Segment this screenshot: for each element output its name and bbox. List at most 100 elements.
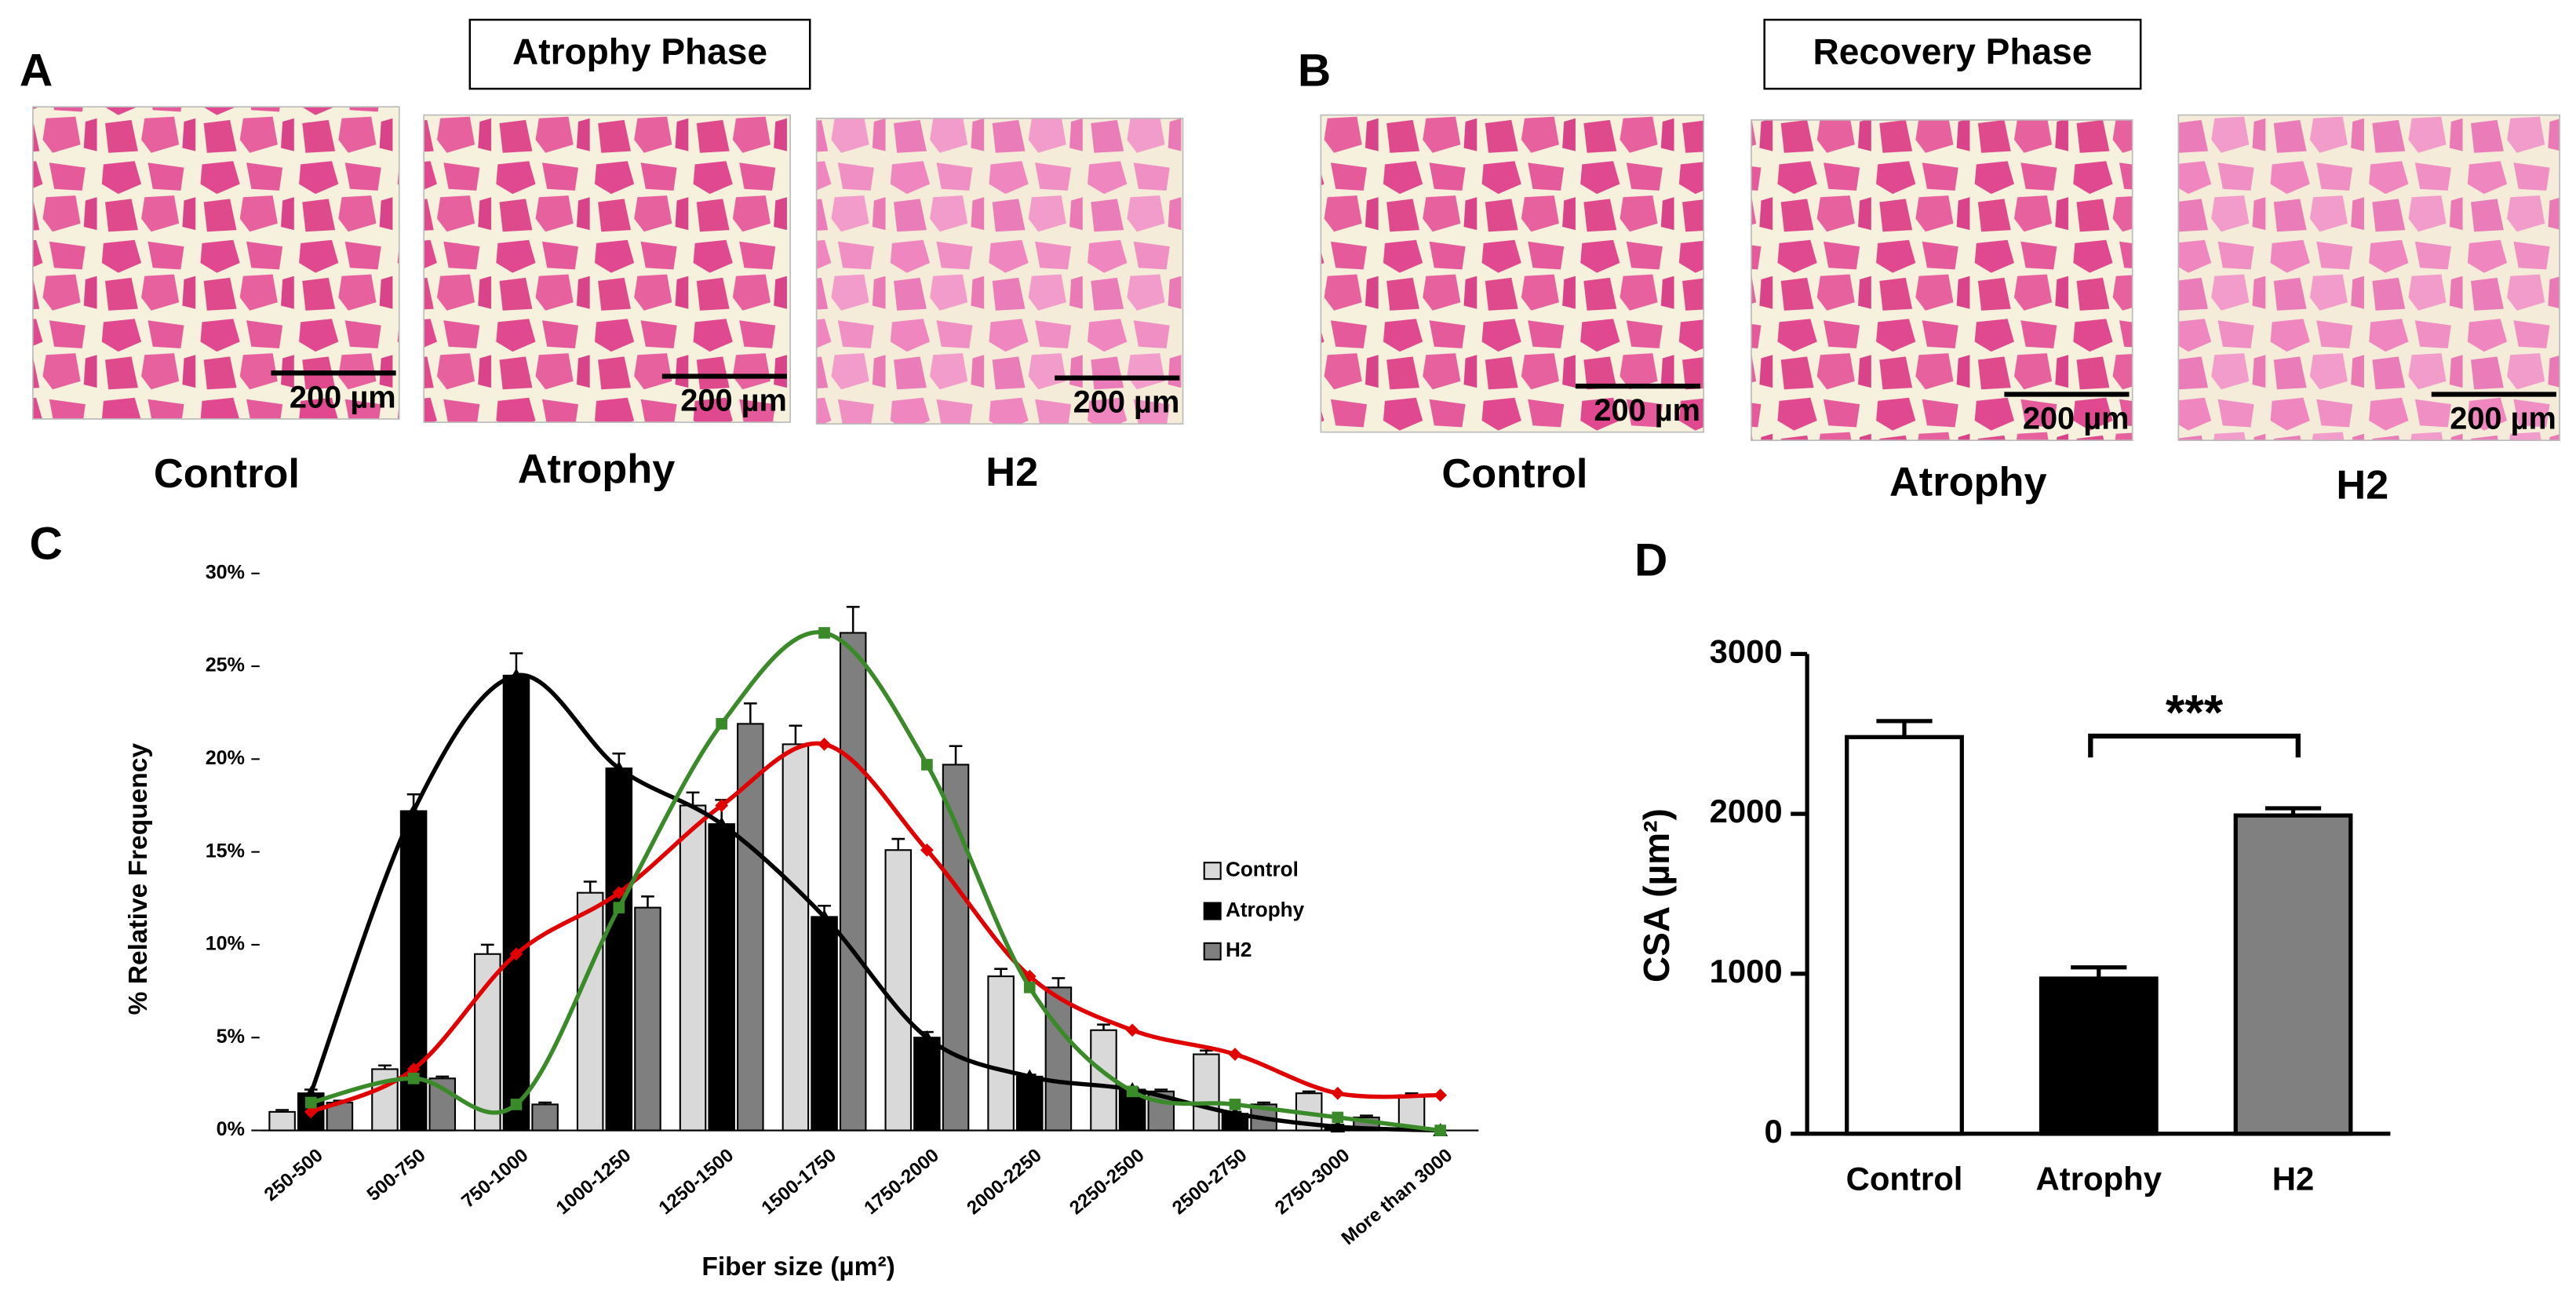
x-tick-label: More than 3000 xyxy=(1338,1145,1457,1249)
error-bar xyxy=(641,895,654,908)
significance-bracket xyxy=(2088,733,2301,758)
panel-letter: D xyxy=(1634,535,1667,586)
y-axis-label: CSA (µm²) xyxy=(1636,808,1677,982)
bar xyxy=(2233,813,2353,1136)
line-marker xyxy=(818,627,830,639)
line-marker xyxy=(920,843,934,857)
bar xyxy=(1193,1053,1220,1132)
bar xyxy=(884,849,913,1132)
line-marker xyxy=(818,738,831,751)
y-tick-label: 30% xyxy=(206,561,245,583)
line-marker xyxy=(304,1096,317,1109)
x-tick-label: 1250-1500 xyxy=(655,1145,738,1219)
error-bar xyxy=(378,1064,392,1070)
bar xyxy=(576,891,604,1132)
legend-label: H2 xyxy=(1226,938,1252,961)
error-bar xyxy=(2071,965,2127,979)
y-tick-label: 5% xyxy=(217,1026,245,1048)
x-tick-label: 2500-2750 xyxy=(1168,1145,1252,1219)
legend-swatch xyxy=(1203,902,1222,920)
line-marker xyxy=(714,816,730,830)
error-bar xyxy=(1257,1101,1270,1105)
bar xyxy=(679,804,707,1132)
bar xyxy=(1015,1075,1044,1132)
legend-label: Atrophy xyxy=(1226,898,1305,921)
line-marker xyxy=(1126,1085,1139,1098)
x-tick-label: 250-500 xyxy=(261,1145,327,1205)
micrograph xyxy=(2177,114,2560,441)
y-tick-label: 20% xyxy=(206,747,245,769)
phase-title-box xyxy=(1763,18,2142,90)
bar xyxy=(811,916,838,1132)
error-bar xyxy=(1199,1049,1213,1055)
y-tick-label: 0% xyxy=(217,1118,245,1140)
line-marker xyxy=(406,1063,421,1076)
error-bar xyxy=(686,791,700,806)
error-bar xyxy=(583,880,597,893)
panel-letter: B xyxy=(1298,46,1331,97)
x-tick-label: 750-1000 xyxy=(457,1145,532,1212)
image-label: H2 xyxy=(2336,463,2388,509)
bar xyxy=(502,674,530,1132)
phase-title: Recovery Phase xyxy=(1813,31,2093,71)
error-bar xyxy=(891,837,905,851)
error-bar xyxy=(743,702,757,724)
bar xyxy=(2039,976,2159,1136)
x-tick-label: 1000-1250 xyxy=(552,1145,636,1219)
line-marker xyxy=(1330,1119,1346,1133)
x-tick-label: 2750-3000 xyxy=(1271,1145,1354,1219)
x-tick-label: H2 xyxy=(2272,1160,2315,1197)
micrograph xyxy=(1320,114,1705,433)
line-marker xyxy=(1331,1086,1345,1100)
line-marker xyxy=(407,1072,420,1084)
bar xyxy=(708,823,735,1132)
line-marker xyxy=(613,902,625,913)
error-bar xyxy=(1876,719,1933,738)
line-marker xyxy=(1229,1099,1241,1110)
error-bar xyxy=(789,724,803,745)
phase-title: Atrophy Phase xyxy=(512,31,767,71)
x-axis-label: Fiber size (µm²) xyxy=(701,1252,894,1281)
line-marker xyxy=(817,909,832,923)
bar xyxy=(987,975,1015,1132)
line-marker xyxy=(1434,1088,1448,1102)
line-marker xyxy=(1023,982,1036,993)
micrograph xyxy=(815,117,1184,425)
error-bar xyxy=(435,1075,450,1079)
micrograph xyxy=(32,106,400,420)
micrograph xyxy=(423,114,791,423)
bar xyxy=(913,1037,941,1132)
line-marker xyxy=(1434,1125,1447,1136)
error-bar xyxy=(538,1101,552,1105)
y-tick-label: 25% xyxy=(206,654,245,676)
line-marker xyxy=(303,1085,319,1099)
error-bar xyxy=(1302,1090,1316,1094)
line-marker xyxy=(508,668,524,682)
line-marker xyxy=(1125,1023,1139,1037)
error-bar xyxy=(949,745,963,765)
bar xyxy=(1845,735,1964,1136)
y-tick-label: 0 xyxy=(1764,1113,1782,1150)
error-bar xyxy=(480,943,494,954)
y-tick-label: 15% xyxy=(206,840,245,862)
line-marker xyxy=(1228,1048,1242,1061)
y-tick-label: 10% xyxy=(206,933,245,955)
error-bar xyxy=(275,1109,289,1112)
line-marker xyxy=(919,1030,935,1044)
error-bar xyxy=(1360,1114,1373,1117)
line-marker xyxy=(612,886,626,900)
bar xyxy=(531,1103,559,1132)
line-marker xyxy=(921,759,933,771)
error-bar xyxy=(1097,1023,1110,1030)
bar xyxy=(371,1068,399,1132)
y-tick-label: 3000 xyxy=(1710,632,1783,669)
scale-bar-label: 200 µm xyxy=(290,380,396,414)
scale-bar-label: 200 µm xyxy=(2023,402,2130,436)
y-tick-label: 1000 xyxy=(1710,953,1783,990)
significance-label: *** xyxy=(2166,685,2224,740)
panel-letter: C xyxy=(29,519,62,570)
legend-swatch xyxy=(1203,942,1222,961)
error-bar xyxy=(846,606,860,633)
bar xyxy=(1044,986,1073,1132)
